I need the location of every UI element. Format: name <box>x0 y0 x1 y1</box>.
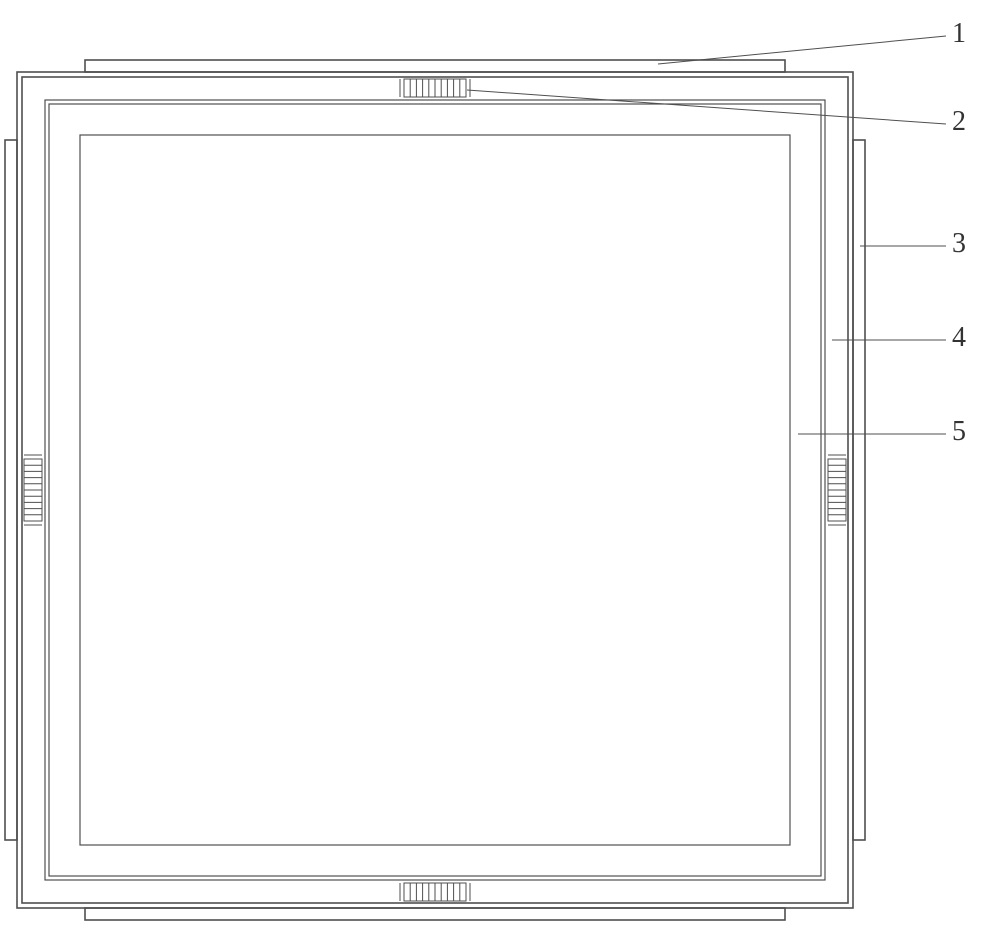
connector-bottom <box>400 883 470 901</box>
technical-diagram: 1 2 3 4 5 <box>0 0 1000 946</box>
callout-label-4: 4 <box>952 322 966 353</box>
connector-right <box>828 455 846 525</box>
callout-label-5: 5 <box>952 416 966 447</box>
connector-top <box>400 79 470 97</box>
connector-left <box>24 455 42 525</box>
callout-label-2: 2 <box>952 106 966 137</box>
callout-label-1: 1 <box>952 18 966 49</box>
callout-label-3: 3 <box>952 228 966 259</box>
